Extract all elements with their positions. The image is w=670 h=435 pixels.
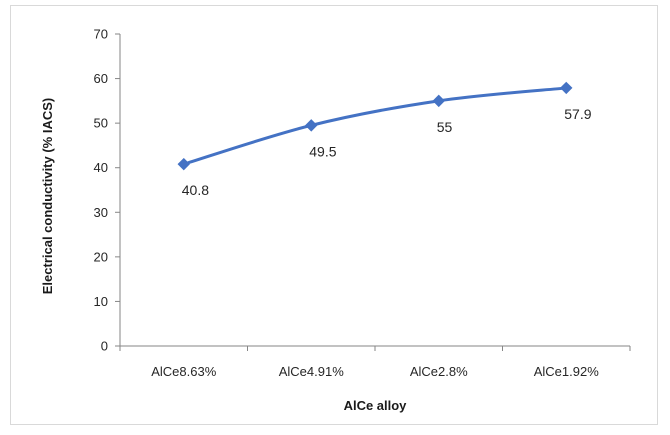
series-line — [182, 86, 568, 166]
x-tick-label: AlCe8.63% — [151, 364, 216, 379]
axes — [115, 33, 631, 351]
data-label: 57.9 — [564, 106, 591, 122]
data-label: 40.8 — [182, 182, 209, 198]
x-tick-label: AlCe4.91% — [279, 364, 344, 379]
y-axis-title: Electrical conductivity (% IACS) — [40, 98, 55, 295]
series — [177, 81, 573, 171]
x-tick-label: AlCe1.92% — [534, 364, 599, 379]
data-point-marker — [305, 119, 318, 132]
x-tick-labels: AlCe8.63% AlCe4.91% AlCe2.8% AlCe1.92% — [151, 364, 599, 379]
y-tick-label: 10 — [94, 294, 108, 309]
y-tick-label: 60 — [94, 71, 108, 86]
data-point-marker — [177, 157, 190, 171]
y-tick-label: 0 — [101, 339, 108, 354]
y-tick-labels: 0 10 20 30 40 50 60 70 — [94, 27, 108, 354]
y-tick-label: 30 — [94, 205, 108, 220]
chart-frame — [10, 5, 658, 425]
data-point-marker — [432, 94, 445, 108]
x-tick-label: AlCe2.8% — [410, 364, 468, 379]
data-labels: 40.8 49.5 55 57.9 — [182, 106, 592, 198]
y-tick-label: 50 — [94, 116, 108, 131]
y-tick-label: 70 — [94, 27, 108, 42]
x-axis-title: AlCe alloy — [344, 398, 408, 413]
data-label: 49.5 — [309, 143, 336, 159]
data-point-marker — [560, 81, 573, 95]
data-label: 55 — [437, 119, 453, 135]
y-tick-label: 40 — [94, 160, 108, 175]
y-tick-label: 20 — [94, 249, 108, 264]
